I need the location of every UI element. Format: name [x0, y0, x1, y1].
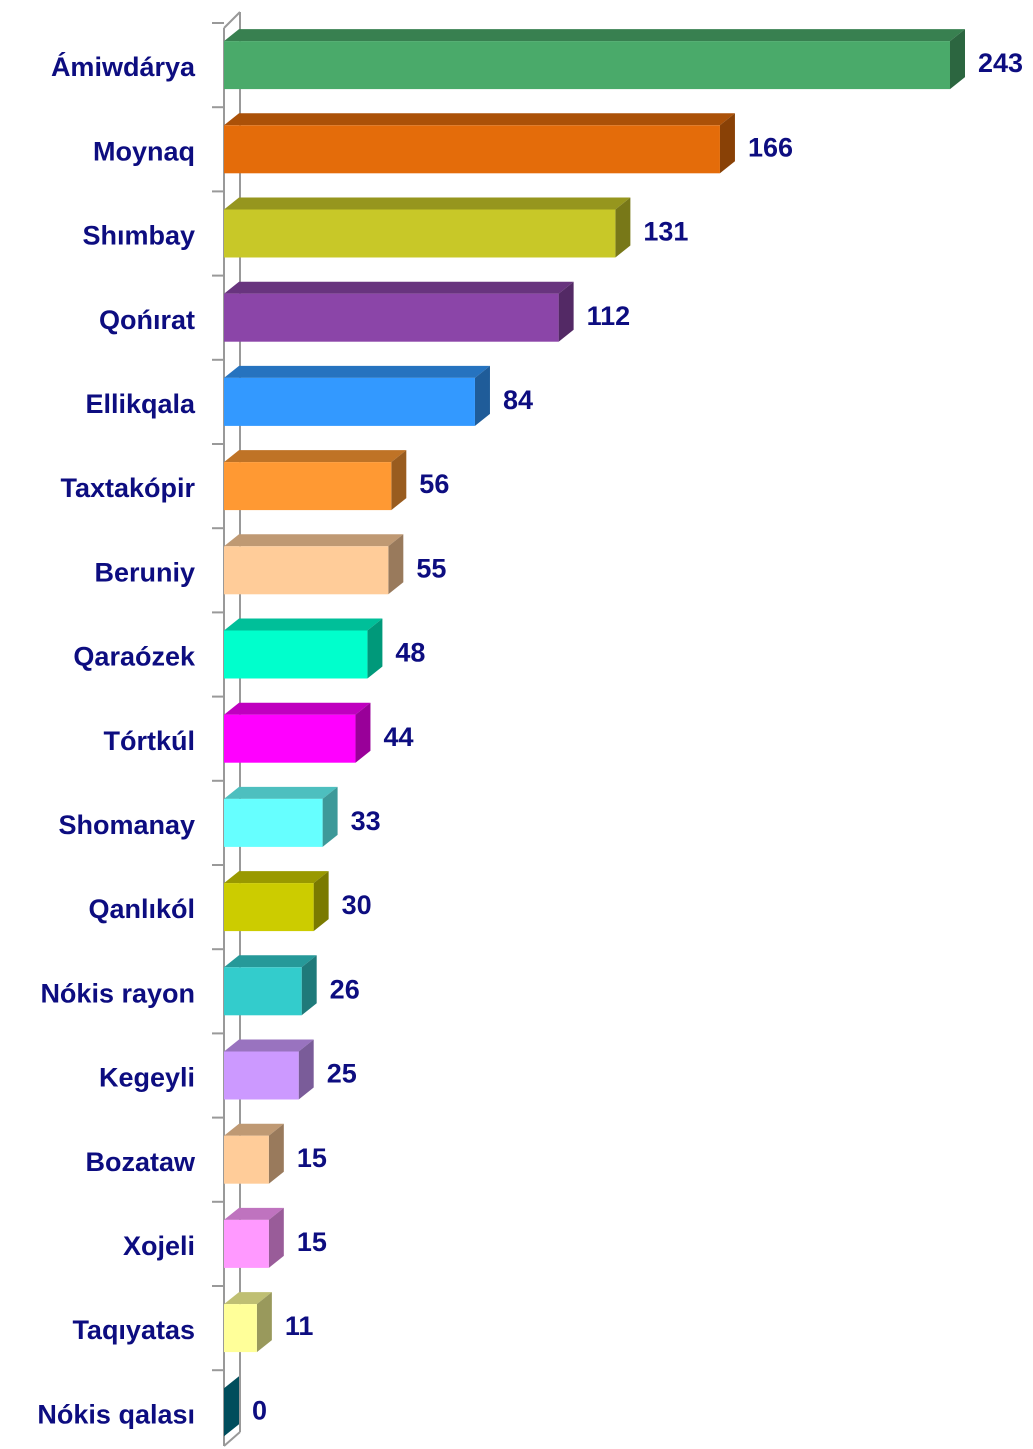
value-label: 131 — [643, 217, 688, 247]
bar — [224, 1219, 269, 1268]
bar-side — [391, 450, 407, 511]
category-label: Taxtakópir — [60, 473, 195, 503]
value-label: 55 — [416, 553, 446, 583]
value-label: 48 — [395, 638, 425, 668]
bar — [224, 967, 302, 1016]
bar-side — [719, 113, 735, 174]
bar — [224, 377, 475, 426]
axis-bottom-edge — [223, 1431, 241, 1447]
value-label: 44 — [383, 722, 413, 752]
category-label: Beruniy — [94, 557, 195, 587]
value-label: 84 — [503, 385, 533, 415]
bar-top — [224, 281, 574, 294]
axis-top-edge — [223, 11, 241, 29]
bar — [224, 1051, 299, 1100]
bar-side — [298, 1039, 314, 1100]
category-label: Ámiwdárya — [51, 51, 196, 82]
bar-top — [224, 955, 317, 968]
bar-top — [224, 871, 329, 884]
bar-side — [224, 1376, 239, 1437]
bar — [224, 293, 559, 342]
bar-side — [388, 534, 404, 595]
bar-side — [367, 618, 383, 679]
category-label: Ellikqala — [85, 389, 196, 419]
category-label: Shımbay — [82, 221, 195, 251]
bar-top — [224, 534, 404, 547]
value-label: 56 — [419, 469, 449, 499]
bar-side — [313, 871, 329, 932]
value-label: 15 — [297, 1143, 327, 1173]
category-label: Nókis rayon — [40, 978, 195, 1008]
bar-top — [224, 702, 371, 715]
category-label: Nókis qalası — [37, 1399, 195, 1429]
bar-side — [474, 365, 490, 426]
value-label: 112 — [587, 301, 631, 331]
bar — [224, 798, 323, 847]
category-label: Qaraózek — [73, 642, 196, 672]
bar-top — [224, 365, 490, 378]
bar-side — [950, 29, 965, 90]
value-label: 0 — [252, 1395, 267, 1425]
bar — [224, 1135, 269, 1184]
value-label: 30 — [342, 890, 372, 920]
bar — [224, 630, 368, 679]
category-label: Tórtkúl — [104, 726, 196, 756]
bar — [224, 1304, 257, 1353]
bar — [224, 209, 616, 258]
bar-top — [224, 618, 383, 631]
category-label: Xojeli — [123, 1231, 195, 1261]
bar-top — [224, 786, 338, 799]
value-label: 11 — [285, 1311, 314, 1341]
value-label: 243 — [978, 48, 1023, 78]
bar-top — [224, 1039, 314, 1052]
bar-top — [224, 1292, 272, 1305]
bar-top — [224, 450, 407, 463]
bar-side — [615, 197, 631, 258]
category-label: Moynaq — [93, 136, 195, 166]
bar — [224, 41, 950, 90]
bar-top — [224, 29, 965, 42]
value-label: 15 — [297, 1227, 327, 1257]
category-label: Shomanay — [58, 810, 195, 840]
category-label: Qońırat — [99, 305, 195, 335]
category-label: Kegeyli — [99, 1063, 195, 1093]
category-label: Qanlıkól — [88, 894, 195, 924]
bar-side — [256, 1292, 272, 1353]
bar — [224, 125, 720, 174]
bar-top — [224, 1207, 284, 1220]
value-label: 33 — [351, 806, 381, 836]
bar — [224, 883, 314, 932]
category-label: Bozataw — [85, 1147, 196, 1177]
bar-side — [558, 281, 574, 342]
value-label: 166 — [748, 132, 793, 162]
bar — [224, 546, 389, 595]
bar-top — [224, 113, 735, 126]
bar-side — [322, 786, 338, 847]
bar-side — [268, 1123, 284, 1184]
bar-side — [301, 955, 317, 1016]
bar-side — [355, 702, 371, 763]
value-label: 25 — [327, 1059, 357, 1089]
value-label: 26 — [330, 974, 360, 1004]
bar-side — [268, 1207, 284, 1268]
bar-top — [224, 197, 631, 210]
bar — [224, 462, 392, 511]
bar — [224, 714, 356, 763]
category-label: Taqıyatas — [72, 1315, 195, 1345]
bar-top — [224, 1123, 284, 1136]
